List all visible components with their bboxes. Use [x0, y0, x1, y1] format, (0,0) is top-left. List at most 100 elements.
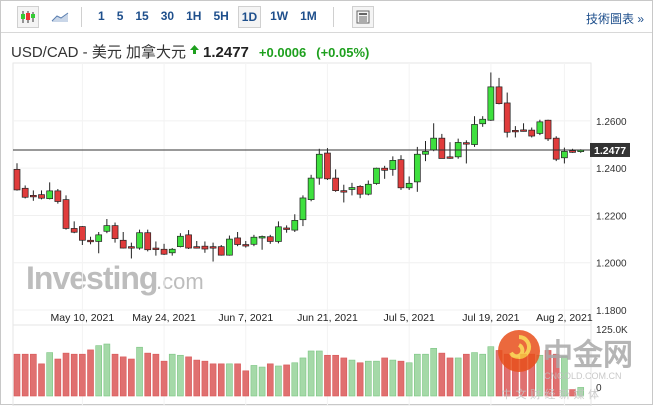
candle-body: [226, 238, 233, 256]
price-change: +0.0006: [258, 45, 307, 60]
date-tick-label: Jul 5, 2021: [383, 312, 435, 324]
candle-body: [136, 232, 143, 249]
timeframe-5[interactable]: 5: [116, 8, 124, 23]
candle-body: [38, 194, 45, 199]
plot-frame: [12, 62, 592, 406]
volume-bar: [79, 353, 86, 397]
candle-body: [299, 197, 307, 221]
current-price-tag: [590, 142, 630, 157]
news-layout-icon[interactable]: [351, 5, 374, 28]
candle-body: [201, 245, 209, 250]
candle-body: [119, 239, 127, 249]
candle-body: [54, 190, 62, 202]
price-tick-label: 1.2000: [596, 259, 627, 270]
investing-watermark: Investing: [26, 260, 157, 296]
candle-body: [503, 102, 511, 133]
candlestick-chart-icon[interactable]: [17, 5, 39, 28]
candle-body: [29, 195, 37, 198]
candle-body: [446, 156, 454, 159]
volume-bar: [446, 357, 454, 397]
volume-bar: [381, 357, 388, 397]
volume-bar: [13, 353, 21, 397]
candle-body: [520, 129, 527, 132]
candle-body: [324, 152, 331, 180]
volume-bar: [258, 366, 266, 397]
timeframe-1D[interactable]: 1D: [237, 5, 262, 28]
volume-bar: [332, 354, 339, 397]
candle-body: [528, 129, 536, 137]
timeframe-15[interactable]: 15: [135, 8, 149, 23]
candle-body: [544, 119, 552, 140]
volume-bar: [30, 353, 37, 397]
volume-bar: [487, 346, 495, 397]
volume-bar: [38, 363, 45, 397]
candle-body: [13, 169, 21, 191]
chart-toolbar: 1 5 15 30 1H 5H 1D 1W 1M 技術圖表 »: [1, 1, 652, 33]
volume-bar: [291, 362, 299, 397]
timeframe-1[interactable]: 1: [98, 8, 105, 23]
volume-bar: [552, 353, 560, 397]
candle-body: [128, 246, 135, 249]
technical-chart-link[interactable]: 技術圖表 »: [585, 12, 644, 26]
volume-bar: [471, 352, 478, 397]
candle-body: [569, 150, 576, 153]
price-tick-label: 1.1800: [596, 306, 627, 317]
timeframe-30[interactable]: 30: [160, 8, 175, 23]
candle-body: [152, 247, 160, 250]
volume-bar: [209, 363, 217, 397]
candle-body: [438, 137, 446, 159]
candle-body: [552, 137, 560, 160]
price-tick-label: 1.2600: [596, 117, 627, 128]
date-tick-label: Jun 21, 2021: [297, 312, 358, 324]
volume-bar: [463, 353, 470, 397]
volume-bar: [479, 353, 486, 397]
volume-bar: [275, 365, 282, 397]
candle-body: [258, 236, 266, 239]
last-price: 1.2477: [203, 44, 249, 61]
volume-bar: [119, 356, 127, 397]
volume-bar: [389, 359, 397, 397]
candle-body: [315, 153, 323, 179]
volume-bar: [324, 354, 331, 397]
candle-body: [364, 183, 372, 195]
timeframe-1M[interactable]: 1M: [300, 8, 317, 23]
volume-bar: [348, 359, 356, 397]
candle-body: [275, 226, 282, 242]
investing-watermark-suffix: .com: [156, 269, 204, 294]
volume-bar: [152, 353, 160, 397]
candle-body: [95, 234, 103, 242]
date-tick-label: May 10, 2021: [51, 312, 115, 324]
candle-body: [307, 177, 315, 200]
candle-body: [512, 130, 519, 133]
candle-body: [70, 228, 78, 233]
instrument-name: USD/CAD - 美元 加拿大元: [11, 44, 187, 61]
candle-body: [242, 244, 250, 247]
timeframe-5H[interactable]: 5H: [213, 8, 229, 23]
area-chart-icon[interactable]: [49, 6, 71, 28]
volume-bar: [373, 360, 380, 397]
volume-bar: [577, 387, 585, 397]
candle-body: [356, 186, 364, 195]
candle-body: [209, 246, 217, 249]
date-tick-label: Jul 19, 2021: [462, 312, 519, 324]
candle-body: [103, 225, 111, 232]
candle-body: [389, 160, 397, 170]
timeframe-1W[interactable]: 1W: [270, 8, 289, 23]
volume-bar: [569, 389, 576, 397]
candle-body: [283, 227, 290, 230]
volume-bar: [414, 353, 421, 397]
candle-body: [413, 153, 421, 183]
volume-bar: [54, 358, 62, 397]
candle-body: [348, 187, 356, 190]
candle-body: [422, 151, 429, 155]
volume-bar: [561, 356, 568, 397]
timeframe-1H[interactable]: 1H: [186, 8, 202, 23]
volume-bar: [250, 365, 258, 397]
candle-body: [463, 142, 470, 145]
volume-bar: [242, 370, 250, 397]
candle-body: [46, 190, 54, 200]
volume-bar: [299, 357, 307, 397]
price-tick-label: 1.2200: [596, 211, 627, 222]
volume-bar: [87, 349, 94, 397]
